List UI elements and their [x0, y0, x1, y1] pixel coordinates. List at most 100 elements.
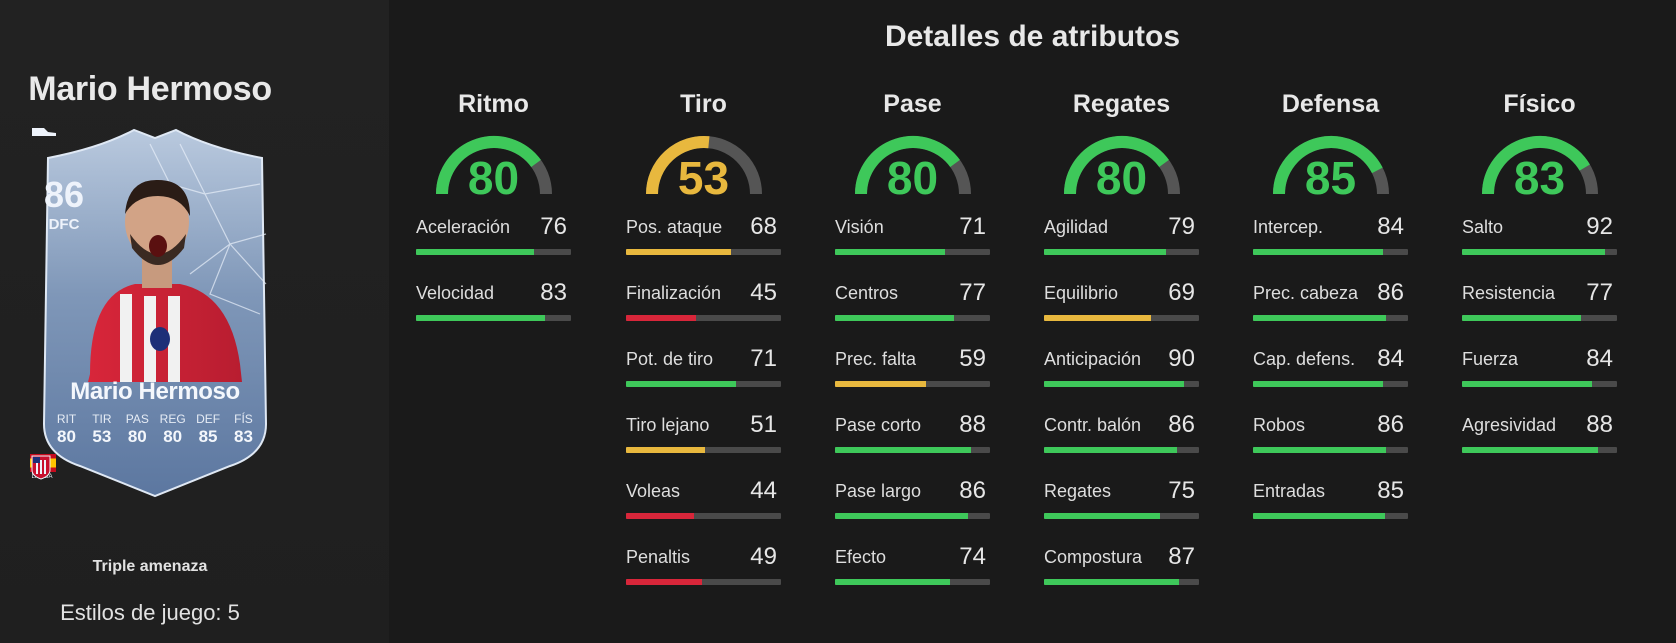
- card-stat-value: 80: [163, 427, 183, 446]
- stat-name: Regates: [1044, 481, 1112, 501]
- stat-bar-fill: [835, 579, 950, 585]
- stat-list: Visión 71 Centros 77 Prec. falta 59 Pase corto…: [835, 213, 990, 613]
- gauge-fill: [854, 136, 960, 195]
- attribute-category-3: Regates 80 Agilidad 79 Equilibrio 69 Anticipac…: [1044, 90, 1199, 613]
- stat-bar-fill: [626, 579, 702, 585]
- stat-bar: [835, 315, 990, 321]
- card-stat-label: DEF: [196, 412, 221, 426]
- stat-value: 86: [1168, 411, 1195, 438]
- stat-row[interactable]: Fuerza 84: [1462, 345, 1617, 415]
- player-name: Mario Hermoso: [28, 70, 272, 108]
- stat-name: Penaltis: [626, 547, 691, 567]
- category-gauge: 80: [848, 129, 978, 204]
- gauge-arc: [1272, 136, 1389, 195]
- stat-row[interactable]: Centros 77: [835, 279, 990, 349]
- stat-row[interactable]: Compostura 87: [1044, 543, 1199, 613]
- stat-row[interactable]: Pot. de tiro 71: [626, 345, 781, 415]
- stat-row[interactable]: Salto 92: [1462, 213, 1617, 283]
- player-portrait: [88, 179, 242, 382]
- stat-row[interactable]: Anticipación 90: [1044, 345, 1199, 415]
- stat-row[interactable]: Pos. ataque 68: [626, 213, 781, 283]
- category-rating: 80: [886, 152, 939, 204]
- stat-list: Salto 92 Resistencia 77 Fuerza 84 Agresividad 8…: [1462, 213, 1617, 481]
- stat-bar: [1253, 513, 1408, 519]
- stat-bar-fill: [626, 381, 737, 387]
- stat-row[interactable]: Pase largo 86: [835, 477, 990, 547]
- card-stat-label: TIR: [92, 412, 112, 426]
- stat-name: Anticipación: [1044, 349, 1142, 369]
- gauge-arc: [645, 136, 762, 195]
- playstyles-count[interactable]: Estilos de juego: 5: [60, 600, 240, 625]
- player-card[interactable]: 86 DFC Mario Hermoso RIT 80 TIR 53 PAS 8…: [30, 124, 280, 500]
- stat-row[interactable]: Agilidad 79: [1044, 213, 1199, 283]
- stat-bar: [626, 249, 781, 255]
- stat-name: Prec. falta: [835, 349, 917, 369]
- category-rating: 83: [1513, 152, 1566, 204]
- stat-row[interactable]: Aceleración 76: [416, 213, 571, 283]
- category-rating: 85: [1304, 152, 1357, 204]
- gauge-arc: [854, 136, 971, 195]
- stat-bar-fill: [626, 315, 696, 321]
- card-stat-label: RIT: [56, 412, 77, 426]
- stat-row[interactable]: Efecto 74: [835, 543, 990, 613]
- stat-row[interactable]: Penaltis 49: [626, 543, 781, 613]
- category-title: Pase: [883, 90, 942, 118]
- stat-row[interactable]: Equilibrio 69: [1044, 279, 1199, 349]
- stat-bar: [626, 579, 781, 585]
- stat-row[interactable]: Finalización 45: [626, 279, 781, 349]
- stat-row[interactable]: Resistencia 77: [1462, 279, 1617, 349]
- playstyle-label[interactable]: Triple amenaza: [92, 558, 208, 575]
- stat-bar: [1253, 315, 1408, 321]
- stat-bar: [835, 381, 990, 387]
- stat-value: 86: [1377, 411, 1404, 438]
- stat-row[interactable]: Prec. falta 59: [835, 345, 990, 415]
- stat-value: 74: [959, 543, 986, 570]
- stat-value: 83: [540, 279, 567, 306]
- stat-value: 84: [1377, 213, 1404, 240]
- stat-bar: [1253, 381, 1408, 387]
- stat-row[interactable]: Velocidad 83: [416, 279, 571, 349]
- stat-row[interactable]: Entradas 85: [1253, 477, 1408, 547]
- category-gauge: 53: [639, 129, 769, 204]
- stat-bar: [416, 249, 571, 255]
- stat-value: 45: [750, 279, 777, 306]
- card-stat-value: 85: [198, 427, 218, 446]
- stat-row[interactable]: Tiro lejano 51: [626, 411, 781, 481]
- atletico-crest-icon: [31, 455, 51, 480]
- stat-value: 86: [1377, 279, 1404, 306]
- stat-name: Salto: [1462, 217, 1504, 237]
- stat-row[interactable]: Visión 71: [835, 213, 990, 283]
- stat-bar-fill: [1044, 381, 1184, 387]
- stat-row[interactable]: Prec. cabeza 86: [1253, 279, 1408, 349]
- card-stat: RIT 80: [50, 412, 83, 447]
- stat-row[interactable]: Cap. defens. 84: [1253, 345, 1408, 415]
- stat-row[interactable]: Regates 75: [1044, 477, 1199, 547]
- stat-row[interactable]: Intercep. 84: [1253, 213, 1408, 283]
- player-panel: Mario Hermoso: [0, 0, 389, 643]
- stat-bar-fill: [835, 315, 955, 321]
- stat-value: 88: [1586, 411, 1613, 438]
- stat-value: 90: [1168, 345, 1195, 372]
- stat-list: Pos. ataque 68 Finalización 45 Pot. de tiro 7…: [626, 213, 781, 613]
- stat-row[interactable]: Agresividad 88: [1462, 411, 1617, 481]
- stat-bar-fill: [835, 381, 927, 387]
- stat-bar-fill: [416, 315, 545, 321]
- stat-bar-fill: [1462, 315, 1582, 321]
- category-title: Defensa: [1281, 90, 1380, 118]
- stat-row[interactable]: Contr. balón 86: [1044, 411, 1199, 481]
- stat-value: 86: [959, 477, 986, 504]
- stat-row[interactable]: Robos 86: [1253, 411, 1408, 481]
- gauge-fill: [645, 136, 709, 195]
- stat-row[interactable]: Voleas 44: [626, 477, 781, 547]
- stat-row[interactable]: Pase corto 88: [835, 411, 990, 481]
- stat-name: Velocidad: [416, 283, 495, 303]
- stat-name: Resistencia: [1462, 283, 1556, 303]
- stat-name: Fuerza: [1462, 349, 1519, 369]
- stat-bar-fill: [1044, 249, 1167, 255]
- stat-value: 71: [750, 345, 777, 372]
- stat-value: 79: [1168, 213, 1195, 240]
- stat-name: Finalización: [626, 283, 722, 303]
- stat-bar-fill: [1253, 249, 1384, 255]
- stat-bar-fill: [626, 249, 732, 255]
